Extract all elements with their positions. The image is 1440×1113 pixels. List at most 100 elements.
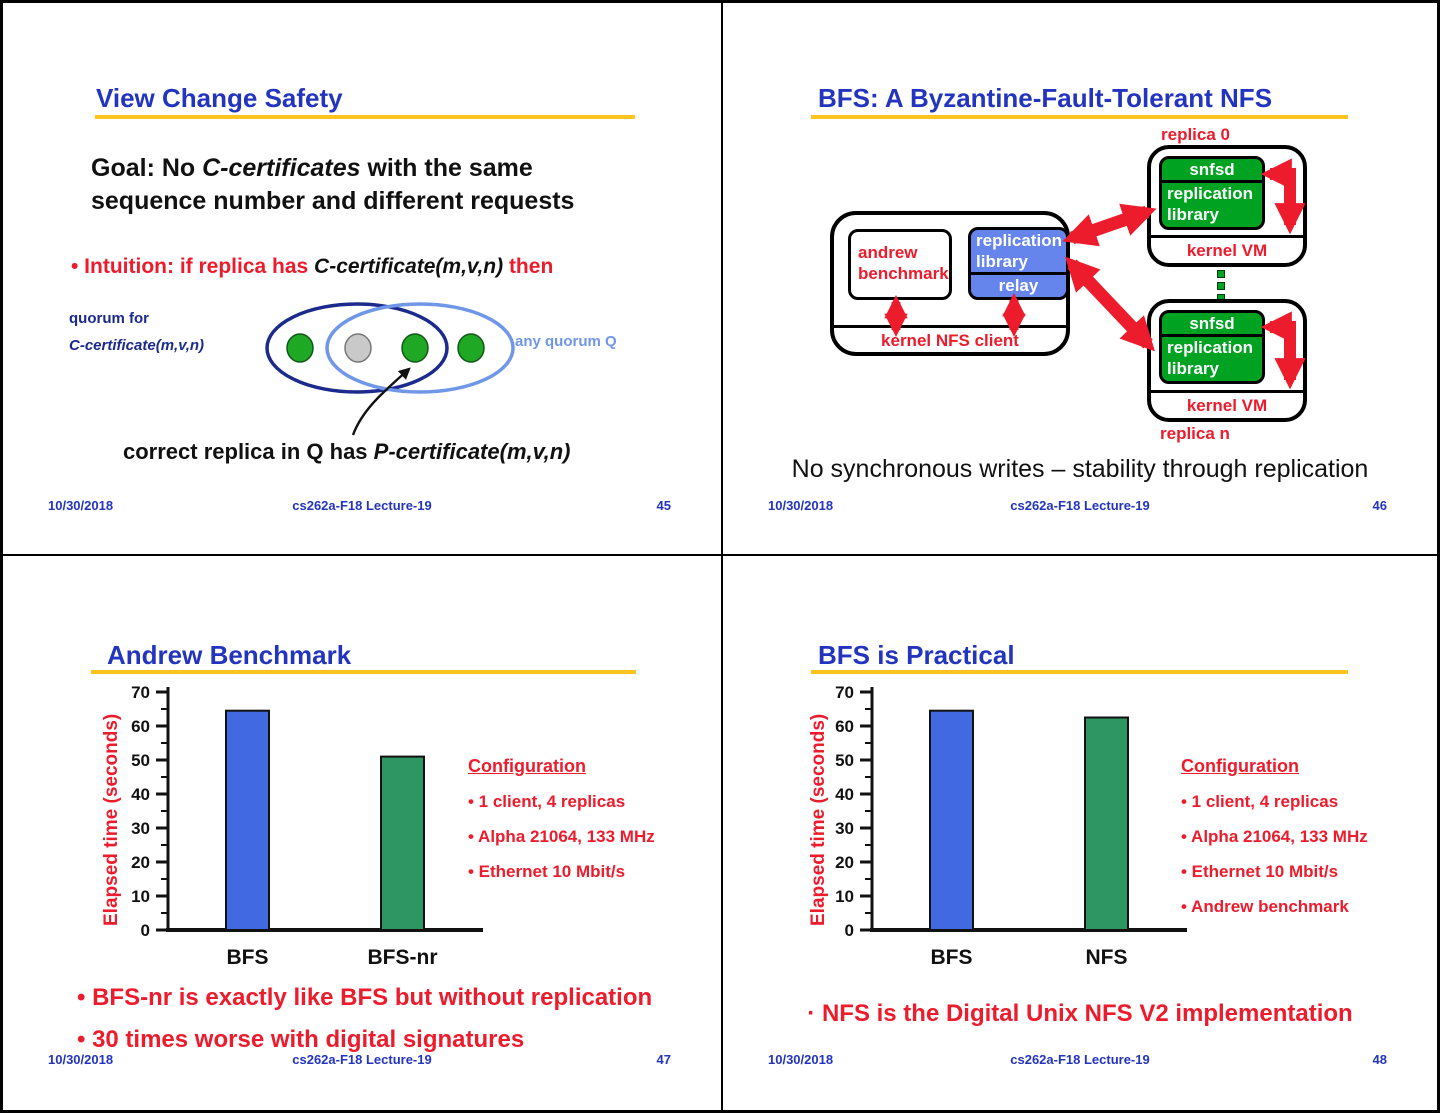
- correct-replica-statement: correct replica in Q has P-certificate(m…: [123, 439, 571, 465]
- replica-n-label: replica n: [1160, 424, 1230, 443]
- category-label: BFS: [227, 946, 269, 969]
- any-quorum-label: any quorum Q: [515, 333, 617, 350]
- footer-date: 10/30/2018: [768, 1052, 834, 1067]
- kernel-vm-label: kernel VM: [1186, 241, 1268, 260]
- bar-chart-andrew-benchmark: 0 10 20 30 40 50 60 70 BFS BFS-nr: [131, 683, 483, 969]
- quorum-label-line1: quorum for: [69, 310, 149, 327]
- any-quorum-ellipse: [325, 302, 515, 394]
- red-arrows-overlay: [884, 158, 1306, 390]
- footer-course: cs262a-F18 Lecture-19: [1010, 498, 1150, 513]
- replica-dot-green-1: [286, 333, 314, 363]
- bar-NFS: [1084, 716, 1129, 931]
- footer-course: cs262a-F18 Lecture-19: [1010, 1052, 1150, 1067]
- grid-divider-horizontal: [3, 554, 1437, 556]
- title-rule: [95, 115, 635, 119]
- replican-snfsd-kernel-arrow: [1260, 311, 1306, 390]
- footer-page-number: 45: [656, 498, 671, 513]
- kernel-divider: [1151, 390, 1303, 393]
- footer-course: cs262a-F18 Lecture-19: [292, 498, 432, 513]
- y-tick-label: 40: [835, 785, 854, 804]
- slide-47-andrew-benchmark: Andrew Benchmark Elapsed time (seconds) …: [3, 556, 721, 1110]
- relay-label: relay: [998, 276, 1039, 295]
- kernel-divider: [1151, 235, 1303, 238]
- config-item: • Andrew benchmark: [1181, 897, 1349, 916]
- snfsd-label: snfsd: [1162, 313, 1262, 337]
- intuition-text: • Intuition: if replica has: [71, 255, 315, 278]
- replication-library-label: replication library: [1162, 337, 1262, 379]
- config-item: • 1 client, 4 replicas: [1181, 792, 1339, 811]
- library-text: library: [1167, 359, 1219, 378]
- y-tick-label: 50: [131, 751, 150, 770]
- footer-page-number: 47: [656, 1052, 671, 1067]
- category-label: NFS: [1086, 946, 1128, 969]
- category-label: BFS: [931, 946, 973, 969]
- slide-45-view-change-safety: View Change Safety Goal: No C-certificat…: [3, 3, 721, 554]
- bar-BFS: [929, 709, 974, 932]
- config-item: • 1 client, 4 replicas: [468, 792, 626, 811]
- quorum-venn-diagram: [265, 302, 515, 436]
- benchmark-text: benchmark: [858, 264, 949, 283]
- goal-text2: with the same: [360, 154, 533, 182]
- y-tick-label: 50: [835, 751, 854, 770]
- slide-footer: 10/30/2018 cs262a-F18 Lecture-19 46: [723, 498, 1437, 514]
- replication-text: replication: [1167, 184, 1253, 203]
- slide-title: View Change Safety: [96, 83, 343, 113]
- configuration-title: Configuration: [1181, 756, 1299, 776]
- goal-text: Goal: No: [91, 154, 203, 182]
- client-replican-arrow: [1065, 256, 1155, 352]
- config-item: • Ethernet 10 Mbit/s: [468, 862, 626, 881]
- replication-library-label: replication library: [1162, 183, 1262, 225]
- bfs-nr-bullet: • BFS-nr is exactly like BFS but without…: [77, 984, 653, 1011]
- replica-dot-green-3: [457, 333, 485, 363]
- bar-BFS: [225, 709, 270, 932]
- library-text: library: [1167, 205, 1219, 224]
- y-tick-label: 70: [131, 683, 150, 702]
- footer-course: cs262a-F18 Lecture-19: [292, 1052, 432, 1067]
- andrew-benchmark-box: andrew benchmark: [848, 229, 952, 300]
- replication-library-label: replication library: [971, 230, 1066, 275]
- y-tick-label: 0: [141, 921, 150, 940]
- configuration-title: Configuration: [468, 756, 586, 776]
- goal-statement: Goal: No C-certificates with the same se…: [91, 152, 651, 218]
- y-tick-label: 10: [131, 887, 150, 906]
- client-node: andrew benchmark replication library rel…: [830, 211, 1070, 356]
- footer-date: 10/30/2018: [48, 1052, 114, 1067]
- replica-dot-gray: [344, 333, 372, 363]
- footer-date: 10/30/2018: [48, 498, 114, 513]
- y-tick-label: 30: [131, 819, 150, 838]
- pointer-arrow: [351, 367, 411, 436]
- kernel-nfs-client-label: kernel NFS client: [881, 331, 1019, 350]
- bar-chart-bfs-practical: 0 10 20 30 40 50 60 70 BFS NFS: [835, 683, 1187, 969]
- y-tick-label: 70: [835, 683, 854, 702]
- replica-0-label: replica 0: [1161, 125, 1230, 144]
- y-tick-label: 20: [835, 853, 854, 872]
- kernel-vm-label: kernel VM: [1186, 396, 1268, 415]
- intuition-then: then: [503, 255, 554, 278]
- slide-footer: 10/30/2018 cs262a-F18 Lecture-19 48: [723, 1052, 1437, 1068]
- y-tick-label: 30: [835, 819, 854, 838]
- quorum-label: quorum for C-certificate(m,v,n): [69, 305, 204, 359]
- slide-footer: 10/30/2018 cs262a-F18 Lecture-19 47: [3, 1052, 721, 1068]
- caption: No synchronous writes – stability throug…: [791, 455, 1369, 483]
- intuition-certificate: C-certificate(m,v,n): [314, 255, 504, 278]
- title-rule: [91, 670, 636, 674]
- snfsd-label: snfsd: [1162, 159, 1262, 183]
- correct-replica-text: correct replica in Q has: [123, 439, 374, 464]
- y-tick-label: 60: [131, 717, 150, 736]
- config-item: • Alpha 21064, 133 MHz: [468, 827, 655, 846]
- dot: [1217, 270, 1225, 278]
- configuration-block: Configuration • 1 client, 4 replicas • A…: [1181, 756, 1368, 917]
- replication-text: replication: [1167, 338, 1253, 357]
- replication-text: replication: [976, 231, 1062, 250]
- footer-date: 10/30/2018: [768, 498, 834, 513]
- footer-page-number: 46: [1372, 498, 1387, 513]
- nfs-bullet: · NFS is the Digital Unix NFS V2 impleme…: [807, 1000, 1353, 1027]
- quorum-c-certificate-ellipse: [265, 302, 449, 394]
- category-label: BFS-nr: [368, 946, 438, 969]
- slide-footer: 10/30/2018 cs262a-F18 Lecture-19 45: [3, 498, 721, 514]
- p-certificate-text: P-certificate(m,v,n): [373, 439, 571, 464]
- kernel-divider: [834, 325, 1066, 328]
- title-rule: [811, 115, 1348, 119]
- slide-title: BFS is Practical: [818, 640, 1015, 670]
